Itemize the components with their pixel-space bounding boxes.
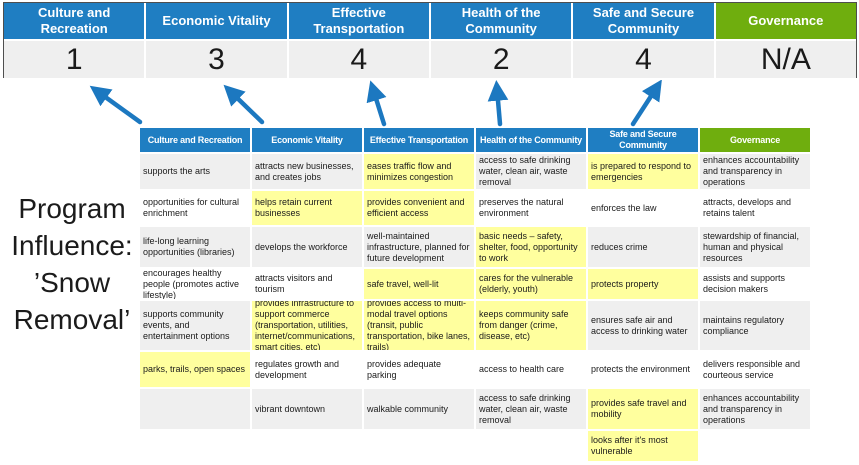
matrix-header-3: Health of the Community [476,128,586,152]
matrix-cell-r2c2: helps retain current businesses [252,191,362,225]
matrix-cell-r4c1: encourages healthy people (promotes acti… [140,269,250,299]
matrix-cell-r2c1: opportunities for cultural enrichment [140,191,250,225]
summary-banner: Culture and Recreation Economic Vitality E… [3,2,857,78]
matrix-cell-r4c4: cares for the vulnerable (elderly, youth… [476,269,586,299]
matrix-cell-r6c5: protects the environment [588,352,698,387]
matrix-header-2: Effective Transportation [364,128,474,152]
priorities-matrix: Culture and Recreation Economic Vitality E… [140,128,810,461]
matrix-cell-r5c6: maintains regulatory compliance [700,301,810,350]
influence-arrow-5 [630,80,662,127]
matrix-cell-r1c5: is prepared to respond to emergencies [588,154,698,189]
matrix-cell-r6c6: delivers responsible and courteous servi… [700,352,810,387]
matrix-cell-r7c6: enhances accountability and transparency… [700,389,810,429]
influence-arrow-3 [366,80,387,127]
matrix-cell-r2c5: enforces the law [588,191,698,225]
matrix-cell-r6c1: parks, trails, open spaces [140,352,250,387]
matrix-cell-r6c3: provides adequate parking [364,352,474,387]
matrix-header-1: Economic Vitality [252,128,362,152]
matrix-header-5: Governance [700,128,810,152]
banner-header-3: Health of the Community [430,3,572,39]
matrix-cell-r5c5: ensures safe air and access to drinking … [588,301,698,350]
matrix-cell-r8c4 [476,431,586,461]
matrix-cell-r7c2: vibrant downtown [252,389,362,429]
matrix-cell-r5c1: supports community events, and entertain… [140,301,250,350]
matrix-cell-r7c3: walkable community [364,389,474,429]
matrix-cell-r8c5: looks after it's most vulnerable [588,431,698,461]
matrix-cell-r5c4: keeps community safe from danger (crime,… [476,301,586,350]
influence-arrow-4 [487,80,509,127]
matrix-cell-r3c2: develops the workforce [252,227,362,267]
influence-arrow-1 [89,85,143,125]
matrix-cell-r2c4: preserves the natural environment [476,191,586,225]
banner-header-5: Governance [715,3,856,39]
matrix-header-4: Safe and Secure Community [588,128,698,152]
matrix-cell-r8c1 [140,431,250,461]
matrix-cell-r4c5: protects property [588,269,698,299]
banner-header-0: Culture and Recreation [4,3,145,39]
banner-header-4: Safe and Secure Community [573,3,714,39]
matrix-cell-r7c4: access to safe drinking water, clean air… [476,389,586,429]
banner-score-4: 4 [573,41,714,78]
program-title: Program Influence: ’Snow Removal’ [11,193,133,335]
matrix-cell-r1c6: enhances accountability and transparency… [700,154,810,189]
matrix-cell-r1c4: access to safe drinking water, clean air… [476,154,586,189]
matrix-cell-r8c6 [700,431,810,461]
influence-arrows [89,80,662,127]
banner-score-3: 2 [430,41,572,78]
banner-score-2: 4 [288,41,429,78]
matrix-cell-r8c2 [252,431,362,461]
matrix-cell-r6c4: access to health care [476,352,586,387]
banner-score-5: N/A [715,41,856,78]
matrix-cell-r3c5: reduces crime [588,227,698,267]
matrix-cell-r1c1: supports the arts [140,154,250,189]
influence-arrow-2 [223,84,265,125]
matrix-cell-r2c6: attracts, develops and retains talent [700,191,810,225]
matrix-cell-r1c2: attracts new businesses, and creates job… [252,154,362,189]
matrix-cell-r1c3: eases traffic flow and minimizes congest… [364,154,474,189]
matrix-cell-r8c3 [364,431,474,461]
matrix-cell-r6c2: regulates growth and development [252,352,362,387]
matrix-cell-r3c6: stewardship of financial, human and phys… [700,227,810,267]
banner-header-1: Economic Vitality [146,3,287,39]
matrix-cell-r4c6: assists and supports decision makers [700,269,810,299]
matrix-cell-r3c4: basic needs – safety, shelter, food, opp… [476,227,586,267]
banner-score-1: 3 [146,41,287,78]
banner-header-2: Effective Transportation [288,3,429,39]
matrix-cell-r5c2: provides infrastructure to support comme… [252,301,362,350]
matrix-header-0: Culture and Recreation [140,128,250,152]
banner-score-0: 1 [4,41,145,78]
matrix-cell-r5c3: provides access to multi-modal travel op… [364,301,474,350]
matrix-cell-r3c1: life-long learning opportunities (librar… [140,227,250,267]
matrix-cell-r7c5: provides safe travel and mobility [588,389,698,429]
matrix-cell-r7c1 [140,389,250,429]
matrix-cell-r3c3: well-maintained infrastructure, planned … [364,227,474,267]
matrix-cell-r2c3: provides convenient and efficient access [364,191,474,225]
matrix-cell-r4c2: attracts visitors and tourism [252,269,362,299]
matrix-cell-r4c3: safe travel, well-lit [364,269,474,299]
